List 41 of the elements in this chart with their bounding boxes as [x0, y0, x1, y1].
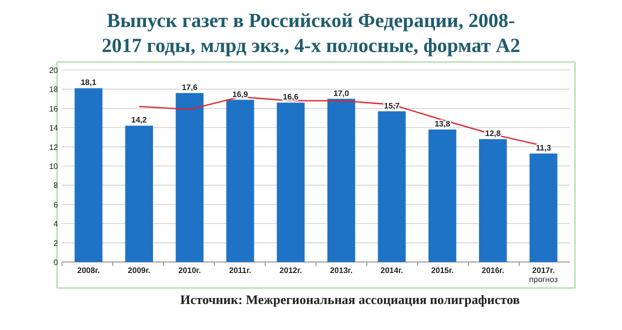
y-tick-label: 12 — [49, 142, 59, 152]
x-tick-label: 2016г. — [482, 266, 504, 275]
bar — [479, 139, 507, 262]
bar — [74, 88, 102, 262]
x-tick-label: 2017г. прогноз — [529, 266, 558, 284]
y-tick-label: 2 — [54, 238, 59, 248]
x-tick-label: 2009г. — [128, 266, 150, 275]
y-tick-label: 4 — [54, 220, 59, 229]
x-tick-label: 2013г. — [330, 266, 353, 275]
y-tick-label: 16 — [49, 104, 59, 114]
data-label: 18,1 — [80, 78, 97, 88]
bar — [378, 111, 406, 262]
x-tick-label: 2015г. — [431, 266, 454, 275]
bar — [428, 130, 456, 262]
x-tick-label: 2014г. — [380, 266, 404, 275]
bar — [327, 98, 356, 262]
y-tick-label: 10 — [49, 162, 59, 171]
data-label: 16,6 — [282, 92, 300, 102]
x-tick-label: 2010г. — [178, 266, 201, 275]
data-label: 14,2 — [131, 116, 148, 125]
bar — [276, 102, 305, 262]
y-tick-label: 14 — [49, 124, 59, 133]
data-label: 11,3 — [536, 144, 552, 153]
chart-title: Выпуск газет в Российской Федерации, 2008-2017 годы, млрд экз., 4-х полосные, формат А2 — [102, 10, 520, 57]
x-tick-label: 2008г. — [77, 266, 100, 275]
y-tick-label: 20 — [49, 66, 59, 75]
text: Источник: Межрегиональная ассоциация полиграфистов — [180, 292, 520, 307]
data-label: 17,6 — [182, 83, 198, 92]
y-tick-label: 18 — [49, 85, 59, 94]
y-tick-label: 6 — [54, 200, 59, 210]
bar — [125, 126, 153, 262]
data-label: 17,0 — [333, 88, 350, 98]
x-tick-label: 2012г. — [279, 266, 302, 275]
bar — [176, 93, 204, 262]
x-tick-label: 2011г. — [229, 266, 252, 275]
y-tick-label: 0 — [54, 258, 59, 267]
bar — [530, 154, 558, 262]
y-tick-label: 8 — [54, 181, 59, 190]
data-label: 13,8 — [434, 120, 451, 129]
data-label: 16,9 — [232, 90, 249, 99]
bar — [226, 100, 254, 262]
